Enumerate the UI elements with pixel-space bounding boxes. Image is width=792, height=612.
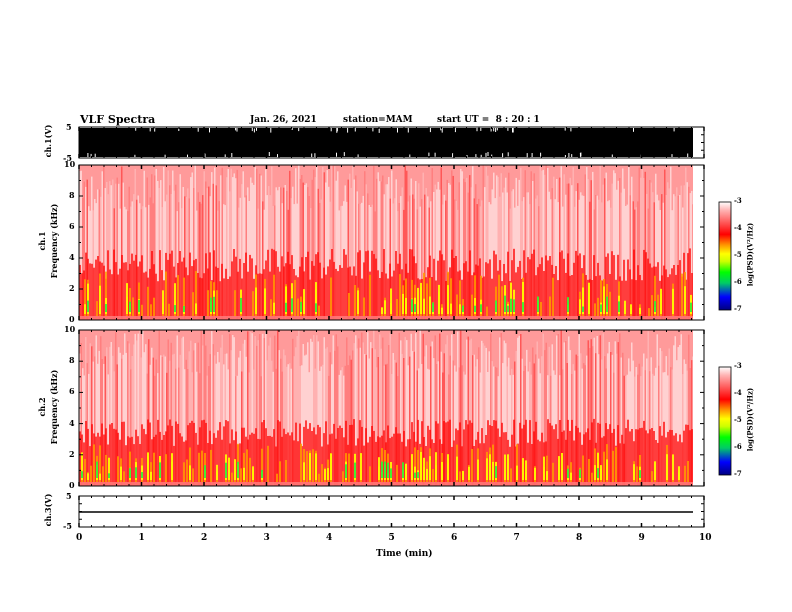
- x-tick-label: 7: [513, 533, 520, 543]
- station-label: station=MAM: [343, 115, 413, 125]
- ch2-colorbar: [718, 366, 732, 476]
- x-tick-label: 3: [263, 533, 270, 543]
- ch1-waveform-panel: [78, 126, 705, 159]
- ch1-waveform-ytick: -5: [63, 153, 72, 163]
- ch1-spectrogram-ylabel-freq: Frequency (kHz): [49, 203, 59, 279]
- ch2-spectrogram-panel: [78, 329, 705, 487]
- spectrogram-ytick: 6: [69, 386, 75, 397]
- ch3-waveform-panel: [78, 495, 705, 528]
- colorbar-label: log(PSD)(V²/Hz): [745, 222, 755, 287]
- x-tick-label: 10: [699, 533, 712, 543]
- ch1-spectrogram-ylabel-channel: ch.1: [37, 231, 47, 251]
- ch1-spectrogram-panel: [78, 164, 705, 321]
- x-tick-label: 9: [638, 533, 645, 543]
- colorbar-tick: -7: [734, 304, 742, 313]
- x-tick-label: 8: [576, 533, 583, 543]
- date-label: Jan. 26, 2021: [250, 115, 317, 125]
- x-tick-label: 0: [76, 533, 83, 543]
- start-ut-label: start UT = 8 : 20 : 1: [437, 115, 540, 125]
- ch3-waveform-ylabel: ch.3(V): [43, 493, 53, 527]
- spectrogram-ytick: 6: [69, 221, 75, 231]
- ch2-spectrogram-ylabel-channel: ch.2: [37, 397, 47, 417]
- spectrogram-ytick: 0: [69, 314, 75, 324]
- colorbar-tick: -5: [734, 415, 742, 424]
- ch2-spectrogram-ylabel-freq: Frequency (kHz): [49, 369, 59, 445]
- x-tick-label: 5: [388, 533, 395, 543]
- spectrogram-ytick: 10: [64, 324, 76, 334]
- spectrogram-ytick: 2: [69, 283, 75, 293]
- ch3-waveform-ytick: -5: [63, 521, 72, 531]
- axis-ticks: [78, 126, 705, 528]
- colorbar-tick: -4: [734, 223, 742, 232]
- colorbar-tick: -6: [734, 277, 742, 286]
- spectrogram-ytick: 0: [69, 480, 75, 490]
- x-axis-label: Time (min): [376, 549, 433, 559]
- ch3-waveform-ytick: 5: [66, 491, 72, 501]
- spectrogram-ytick: 4: [69, 417, 75, 428]
- ch1-waveform-ytick: 5: [66, 122, 72, 132]
- ch1-colorbar: [718, 201, 732, 311]
- colorbar-tick: -6: [734, 442, 742, 451]
- colorbar-label: log(PSD)(V²/Hz): [745, 387, 755, 452]
- colorbar-tick: -4: [734, 388, 742, 397]
- x-tick-label: 4: [326, 533, 333, 543]
- spectrogram-ytick: 8: [69, 355, 75, 366]
- colorbar-tick: -3: [734, 196, 742, 205]
- x-tick-label: 2: [201, 533, 208, 543]
- ch1-waveform-ylabel: ch.1(V): [43, 124, 53, 158]
- ch1-waveform-trace: [79, 128, 693, 157]
- spectrogram-ytick: 4: [69, 252, 75, 262]
- spectrogram-ytick: 8: [69, 190, 75, 200]
- x-tick-label: 6: [451, 533, 458, 543]
- x-tick-label: 1: [138, 533, 145, 543]
- spectrogram-ytick: 2: [69, 448, 75, 459]
- colorbar-tick: -7: [734, 469, 742, 478]
- figure-title: VLF Spectra: [80, 113, 156, 126]
- colorbar-tick: -3: [734, 361, 742, 370]
- colorbar-tick: -5: [734, 250, 742, 259]
- spectrogram-ytick: 10: [64, 159, 76, 169]
